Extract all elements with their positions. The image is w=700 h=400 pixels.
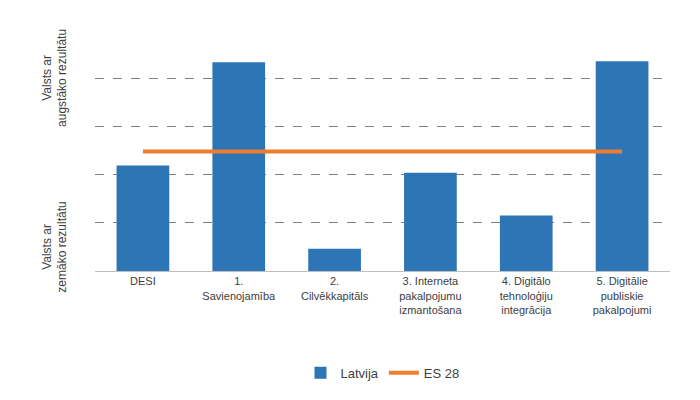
svg-text:Valsts arzemāko rezultātu: Valsts arzemāko rezultātu <box>40 201 70 292</box>
svg-text:5. Digitāliepubliskiepakalpoju: 5. Digitāliepubliskiepakalpojumi <box>593 275 652 316</box>
svg-text:ES 28: ES 28 <box>424 366 459 381</box>
svg-text:DESI: DESI <box>130 275 156 287</box>
svg-text:2.Cilvēkkapitāls: 2.Cilvēkkapitāls <box>301 275 369 301</box>
svg-text:1.Savienojamība: 1.Savienojamība <box>202 275 276 301</box>
svg-text:Valsts araugstāko rezultātu: Valsts araugstāko rezultātu <box>40 29 70 127</box>
svg-text:Latvija: Latvija <box>341 366 379 381</box>
svg-text:4. Digitālotehnoloģijuintegrāc: 4. Digitālotehnoloģijuintegrācija <box>500 275 553 316</box>
svg-text:3. Internetapakalpojumuizmanto: 3. Internetapakalpojumuizmantošana <box>399 275 462 316</box>
